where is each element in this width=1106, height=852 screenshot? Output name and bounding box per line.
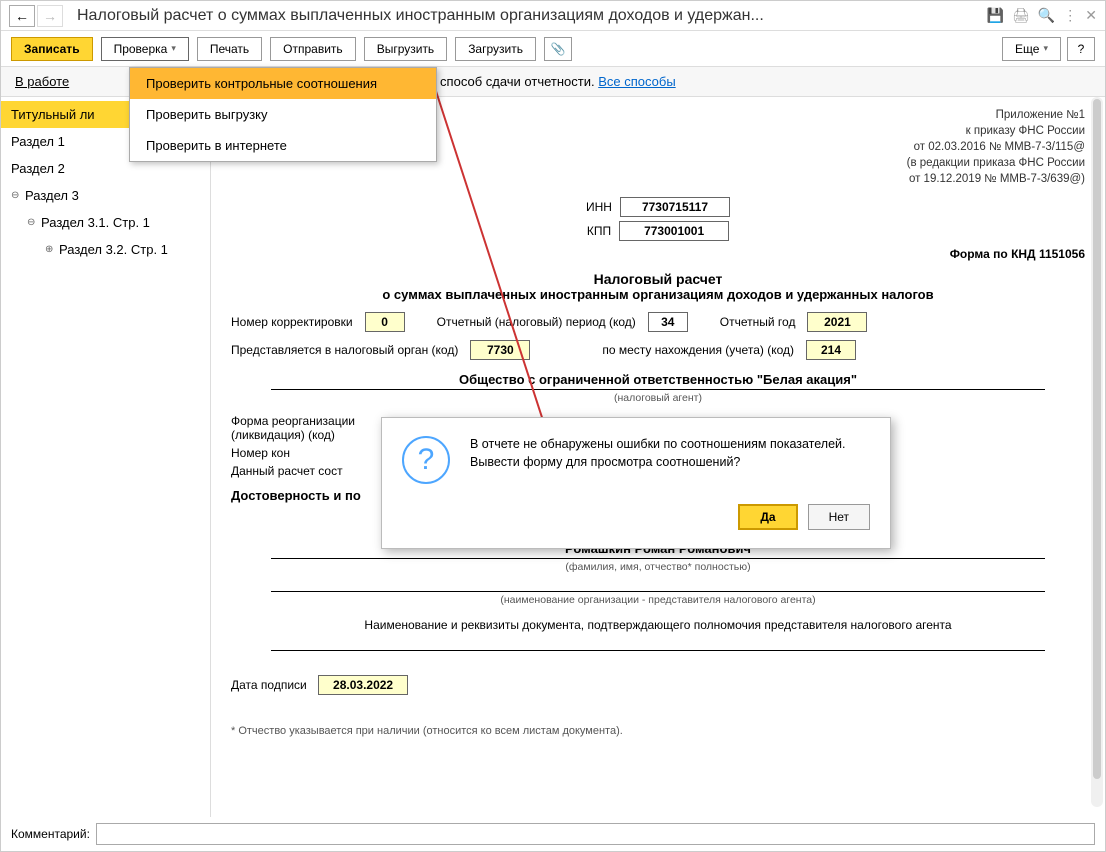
save-icon[interactable]: 💾 [987, 7, 1004, 24]
kpp-field[interactable]: 773001001 [619, 221, 729, 241]
status-hint: й способ сдачи отчетности. [429, 74, 594, 89]
organ-label: Представляется в налоговый орган (код) [231, 343, 458, 357]
tree-section-3[interactable]: ⊖Раздел 3 [1, 182, 210, 209]
period-label: Отчетный (налоговый) период (код) [437, 315, 636, 329]
sign-date-field[interactable]: 28.03.2022 [318, 675, 408, 695]
agent-caption: (налоговый агент) [231, 392, 1085, 404]
import-button[interactable]: Загрузить [455, 37, 536, 61]
help-button[interactable]: ? [1067, 37, 1095, 61]
menu-check-internet[interactable]: Проверить в интернете [130, 130, 436, 161]
place-field[interactable]: 214 [806, 340, 856, 360]
corr-label: Номер корректировки [231, 315, 353, 329]
knd-label: Форма по КНД 1151056 [231, 247, 1085, 261]
kpp-label: КПП [587, 224, 611, 238]
doc-caption: Наименование и реквизиты документа, подт… [261, 618, 1055, 632]
sidebar: Титульный ли Раздел 1 Раздел 2 ⊖Раздел 3… [1, 97, 211, 817]
menu-check-relations[interactable]: Проверить контрольные соотношения [130, 68, 436, 99]
all-methods-link[interactable]: Все способы [598, 74, 675, 89]
period-field[interactable]: 34 [648, 312, 688, 332]
org-rep-caption: (наименование организации - представител… [231, 594, 1085, 606]
comment-bar: Комментарий: [11, 823, 1095, 845]
print-icon[interactable]: 🖨 [1012, 7, 1030, 24]
year-field[interactable]: 2021 [807, 312, 867, 332]
close-icon[interactable]: ✕ [1085, 7, 1097, 24]
dialog-yes-button[interactable]: Да [738, 504, 797, 530]
check-button[interactable]: Проверка [101, 37, 189, 61]
toolbar: Записать Проверка Печать Отправить Выгру… [1, 31, 1105, 67]
more-button[interactable]: Еще [1002, 37, 1061, 61]
titlebar: ← → Налоговый расчет о суммах выплаченны… [1, 1, 1105, 31]
export-button[interactable]: Выгрузить [364, 37, 448, 61]
question-icon: ? [402, 436, 450, 484]
write-button[interactable]: Записать [11, 37, 93, 61]
tree-section-3-2[interactable]: ⊕Раздел 3.2. Стр. 1 [1, 236, 210, 263]
inn-label: ИНН [586, 200, 612, 214]
year-label: Отчетный год [720, 315, 796, 329]
window-title: Налоговый расчет о суммах выплаченных ин… [73, 7, 987, 25]
status-label[interactable]: В работе [15, 74, 69, 89]
comment-input[interactable] [96, 823, 1095, 845]
menu-check-export[interactable]: Проверить выгрузку [130, 99, 436, 130]
nav-back-button[interactable]: ← [9, 5, 35, 27]
footnote: * Отчество указывается при наличии (отно… [231, 725, 1085, 737]
tree-section-3-1[interactable]: ⊖Раздел 3.1. Стр. 1 [1, 209, 210, 236]
doc-subtitle: о суммах выплаченных иностранным организ… [231, 287, 1085, 302]
comment-label: Комментарий: [11, 827, 90, 841]
preview-icon[interactable]: 🔍 [1038, 7, 1055, 24]
attach-button[interactable]: 📎 [544, 37, 572, 61]
check-dropdown-menu: Проверить контрольные соотношения Провер… [129, 67, 437, 162]
dialog-text: В отчете не обнаружены ошибки по соотнош… [470, 436, 846, 471]
doc-title: Налоговый расчет [231, 271, 1085, 287]
confirm-dialog: ? В отчете не обнаружены ошибки по соотн… [381, 417, 891, 549]
dialog-no-button[interactable]: Нет [808, 504, 870, 530]
company-name: Общество с ограниченной ответственностью… [231, 372, 1085, 387]
reorg-label: Форма реорганизации (ликвидация) (код) [231, 414, 391, 442]
send-button[interactable]: Отправить [270, 37, 356, 61]
print-button[interactable]: Печать [197, 37, 262, 61]
corr-field[interactable]: 0 [365, 312, 405, 332]
place-label: по месту нахождения (учета) (код) [602, 343, 794, 357]
sign-date-label: Дата подписи [231, 678, 307, 692]
fio-caption: (фамилия, имя, отчество* полностью) [231, 561, 1085, 573]
menu-icon[interactable]: ⋮ [1063, 7, 1077, 24]
inn-field[interactable]: 7730715117 [620, 197, 730, 217]
vertical-scrollbar[interactable] [1091, 97, 1103, 807]
nav-forward-button[interactable]: → [37, 5, 63, 27]
